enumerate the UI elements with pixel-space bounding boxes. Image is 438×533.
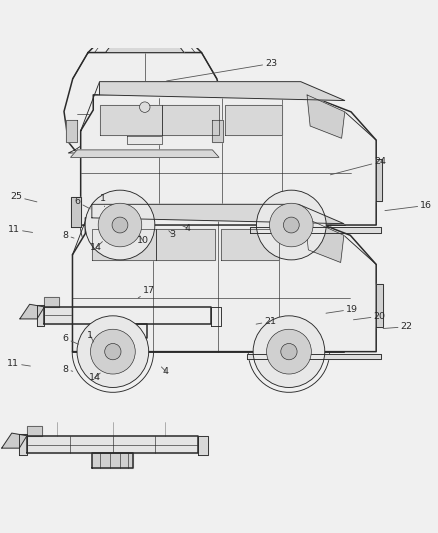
Ellipse shape [283, 217, 299, 233]
Polygon shape [71, 150, 219, 157]
Text: 4: 4 [182, 223, 191, 232]
Ellipse shape [253, 316, 325, 387]
Polygon shape [307, 95, 345, 138]
Ellipse shape [112, 217, 128, 233]
Text: 24: 24 [330, 157, 387, 175]
Polygon shape [247, 353, 381, 359]
Polygon shape [106, 38, 184, 53]
Text: 6: 6 [62, 334, 78, 344]
Text: 19: 19 [326, 305, 358, 314]
Ellipse shape [269, 203, 313, 247]
Polygon shape [212, 120, 223, 142]
Ellipse shape [91, 329, 135, 374]
Polygon shape [251, 227, 381, 232]
Polygon shape [127, 135, 162, 144]
Text: 1: 1 [100, 195, 106, 207]
Text: 14: 14 [90, 241, 102, 252]
Polygon shape [92, 204, 344, 224]
Polygon shape [225, 105, 282, 135]
Text: 20: 20 [353, 312, 386, 321]
Polygon shape [81, 95, 376, 225]
Polygon shape [99, 82, 345, 101]
Text: 11: 11 [8, 225, 32, 234]
Text: 1: 1 [87, 331, 94, 342]
Polygon shape [44, 307, 211, 324]
Polygon shape [156, 229, 215, 260]
Text: 21: 21 [256, 317, 276, 326]
Text: 16: 16 [385, 201, 432, 211]
Text: 23: 23 [166, 59, 277, 81]
Text: 17: 17 [138, 286, 155, 298]
Text: 3: 3 [169, 230, 175, 239]
Polygon shape [211, 307, 221, 326]
Text: 8: 8 [62, 365, 73, 374]
Ellipse shape [256, 190, 326, 260]
Polygon shape [376, 284, 383, 327]
Polygon shape [376, 159, 382, 201]
Text: 25: 25 [10, 192, 37, 202]
Polygon shape [19, 434, 27, 455]
Polygon shape [72, 218, 376, 352]
Polygon shape [20, 304, 44, 319]
Polygon shape [162, 105, 219, 135]
Polygon shape [221, 229, 279, 260]
Text: 4: 4 [161, 367, 169, 376]
Polygon shape [71, 197, 81, 227]
Polygon shape [66, 120, 77, 142]
Text: 22: 22 [383, 322, 413, 331]
Ellipse shape [98, 203, 142, 247]
Polygon shape [27, 436, 198, 454]
Polygon shape [99, 105, 162, 135]
Polygon shape [64, 53, 226, 153]
Polygon shape [92, 229, 156, 260]
Polygon shape [44, 297, 59, 307]
Polygon shape [108, 324, 147, 338]
Text: 10: 10 [137, 235, 148, 245]
Polygon shape [37, 305, 44, 326]
Polygon shape [305, 218, 344, 262]
Text: 6: 6 [74, 197, 90, 209]
Text: 8: 8 [62, 231, 74, 239]
Ellipse shape [85, 190, 155, 260]
Ellipse shape [267, 329, 311, 374]
Ellipse shape [105, 343, 121, 360]
Polygon shape [2, 433, 27, 448]
Polygon shape [27, 426, 42, 436]
Polygon shape [92, 454, 133, 467]
Text: 14: 14 [88, 373, 101, 382]
Text: 11: 11 [7, 359, 30, 368]
Ellipse shape [77, 316, 148, 387]
Polygon shape [198, 436, 208, 455]
Ellipse shape [140, 102, 150, 112]
Ellipse shape [281, 343, 297, 360]
